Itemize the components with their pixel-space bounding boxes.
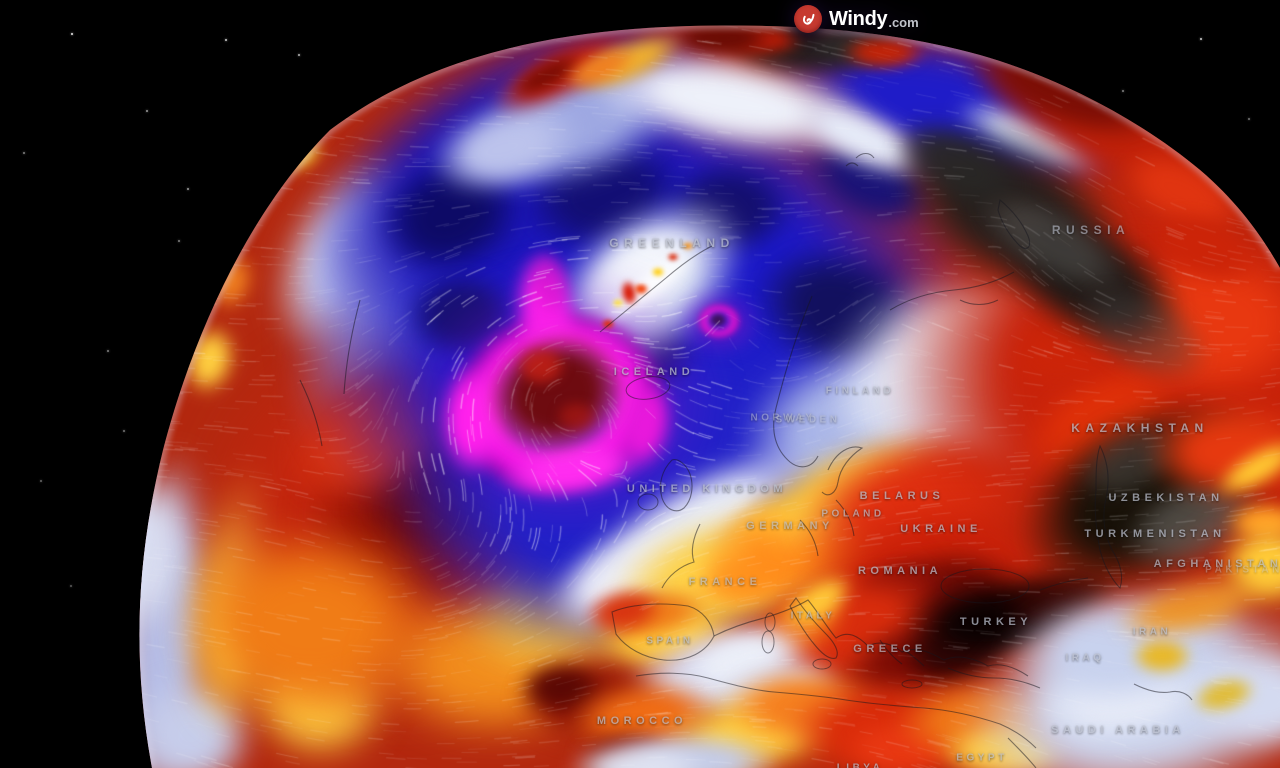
star [178,240,180,242]
logo-tld-text: .com [888,14,919,30]
star [1200,38,1202,40]
logo-brand-text: Windy [829,7,888,30]
windy-logo[interactable]: Windy .com [794,3,919,35]
star [107,350,109,352]
star [71,33,73,35]
star [1122,90,1124,92]
star [187,188,189,190]
star [123,430,125,432]
star [70,585,72,587]
star [23,152,25,154]
star [146,110,148,112]
star [40,480,42,482]
star [1248,118,1250,120]
star [298,54,300,56]
windy-swirl-icon [794,5,822,33]
star [225,39,227,41]
